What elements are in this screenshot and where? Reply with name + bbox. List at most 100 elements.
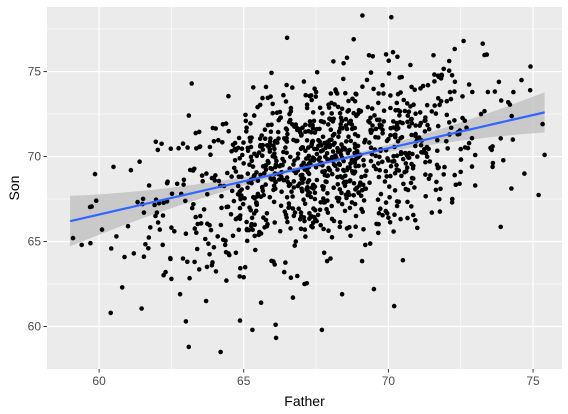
data-point	[219, 193, 224, 199]
data-point	[373, 126, 379, 132]
data-point	[197, 144, 203, 149]
data-point	[230, 233, 236, 239]
data-point	[312, 196, 318, 202]
data-point	[196, 267, 202, 272]
data-point	[240, 152, 245, 158]
data-point	[281, 269, 287, 275]
data-point	[271, 183, 277, 189]
data-point	[358, 193, 364, 199]
data-point	[189, 205, 195, 211]
data-point	[376, 100, 381, 106]
data-point	[386, 136, 391, 142]
data-point	[276, 136, 281, 141]
data-point	[431, 53, 436, 58]
data-point	[226, 128, 231, 134]
data-point	[304, 138, 310, 143]
data-point	[270, 101, 276, 107]
data-point	[377, 117, 382, 123]
data-point	[361, 227, 366, 232]
data-point	[409, 116, 414, 122]
data-point	[298, 226, 304, 232]
data-point	[322, 140, 327, 146]
data-point	[290, 206, 296, 211]
data-point	[341, 167, 346, 173]
data-point	[434, 162, 440, 168]
data-point	[380, 82, 385, 88]
data-point	[482, 108, 487, 114]
data-point	[466, 140, 472, 146]
data-point	[381, 108, 387, 113]
data-point	[208, 152, 213, 157]
data-point	[161, 272, 166, 278]
data-point	[409, 175, 415, 181]
data-point	[402, 108, 408, 114]
data-point	[311, 206, 316, 211]
data-point	[392, 212, 397, 217]
data-point	[337, 220, 343, 225]
data-point	[445, 146, 451, 151]
data-point	[349, 200, 355, 205]
data-point	[226, 93, 231, 99]
data-point	[406, 124, 412, 129]
data-point	[425, 82, 431, 88]
data-point	[311, 118, 317, 124]
data-point	[258, 300, 264, 306]
data-point	[332, 102, 337, 107]
data-point	[237, 216, 243, 222]
data-point	[392, 170, 398, 176]
data-point	[236, 227, 242, 233]
data-point	[359, 206, 364, 212]
data-point	[225, 204, 231, 209]
data-point	[251, 211, 257, 216]
data-point	[281, 92, 286, 98]
data-point	[411, 163, 416, 169]
data-point	[317, 207, 323, 213]
data-point	[318, 222, 324, 228]
data-point	[309, 97, 315, 103]
data-point	[312, 146, 317, 152]
data-point	[387, 195, 392, 200]
data-point	[388, 93, 393, 98]
data-point	[269, 70, 274, 76]
data-point	[416, 135, 422, 140]
data-point	[409, 120, 415, 126]
data-point	[284, 195, 290, 200]
data-point	[379, 123, 384, 128]
data-point	[438, 76, 444, 81]
data-point	[181, 177, 187, 183]
data-point	[388, 105, 393, 111]
data-point	[243, 112, 248, 118]
data-point	[438, 98, 444, 104]
data-point	[360, 13, 365, 18]
data-point	[268, 129, 274, 134]
data-point	[336, 161, 342, 166]
data-point	[376, 174, 382, 180]
data-point	[195, 221, 200, 227]
data-point	[203, 236, 208, 242]
data-point	[392, 133, 397, 138]
data-point	[295, 125, 300, 131]
data-point	[345, 189, 351, 195]
data-point	[361, 163, 367, 168]
data-point	[280, 156, 285, 162]
data-point	[243, 118, 249, 124]
data-point	[277, 163, 282, 169]
data-point	[319, 327, 325, 333]
data-point	[386, 215, 391, 220]
data-point	[423, 194, 429, 199]
data-point	[498, 224, 504, 230]
data-point	[208, 227, 214, 233]
data-point	[536, 192, 541, 198]
data-point	[251, 85, 256, 90]
data-point	[295, 273, 300, 279]
data-point	[269, 122, 274, 128]
data-point	[312, 214, 317, 220]
data-point	[435, 123, 441, 129]
data-point	[276, 117, 282, 123]
data-point	[236, 135, 242, 141]
data-point	[192, 166, 197, 172]
data-point	[302, 227, 308, 232]
data-point	[399, 173, 404, 179]
data-point	[251, 173, 257, 179]
